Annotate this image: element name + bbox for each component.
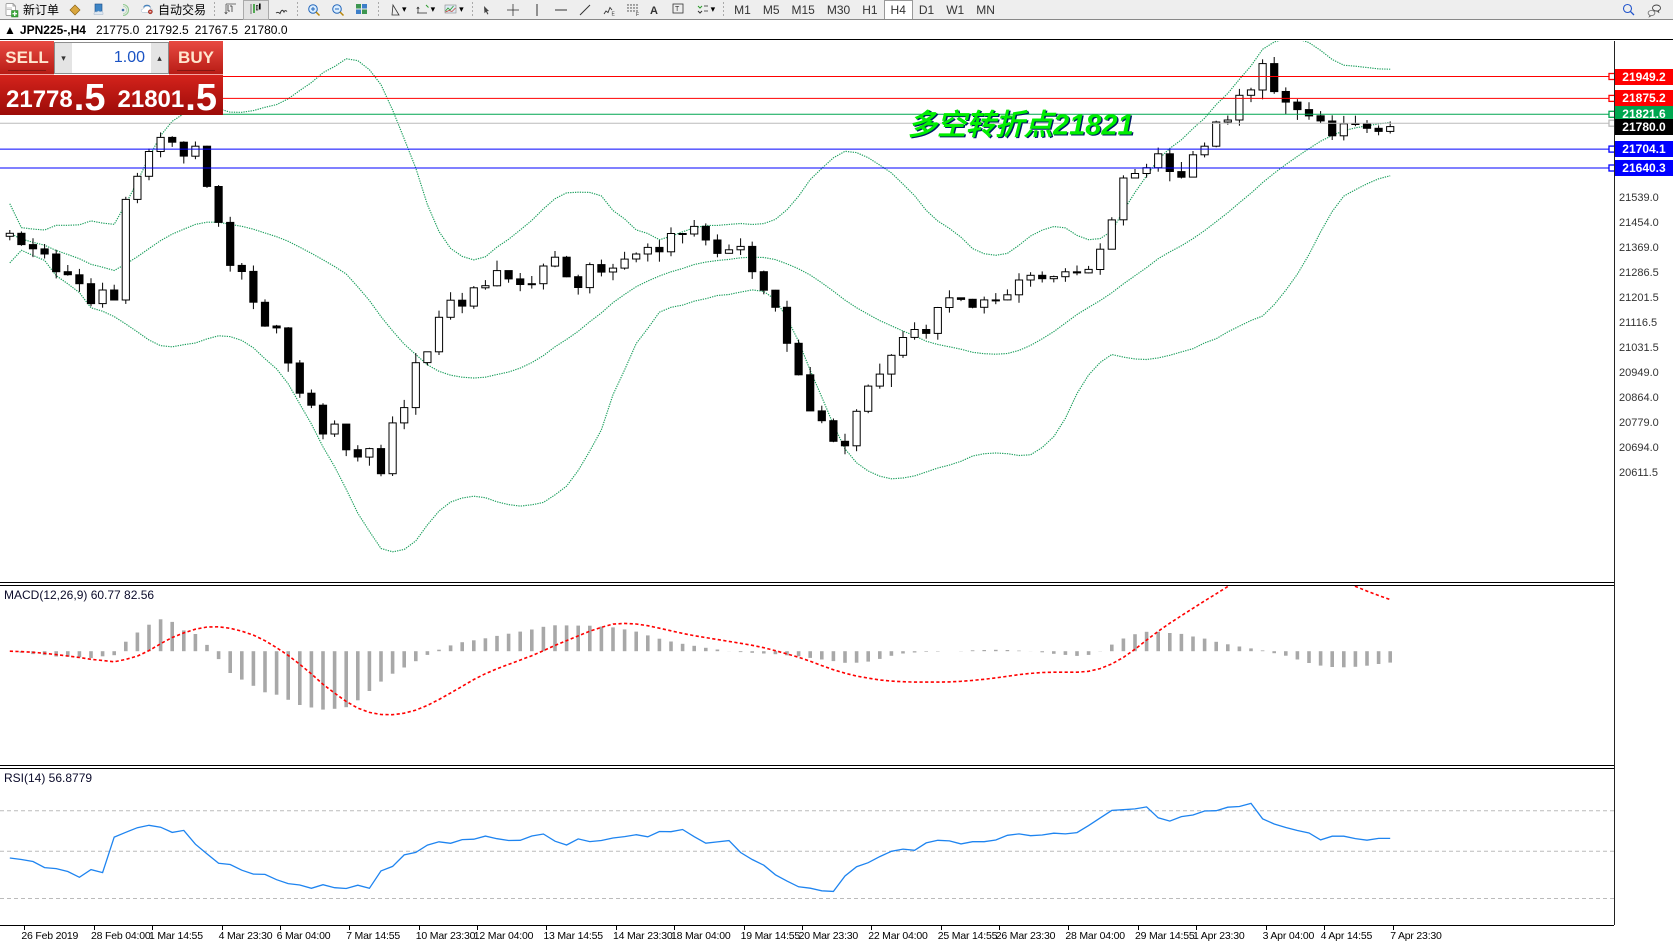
svg-text:A: A: [650, 5, 658, 17]
svg-text:E: E: [611, 11, 615, 17]
svg-text:多空转折点21821: 多空转折点21821: [908, 108, 1134, 141]
svg-text:F: F: [636, 12, 639, 18]
svg-text:T: T: [675, 6, 680, 13]
